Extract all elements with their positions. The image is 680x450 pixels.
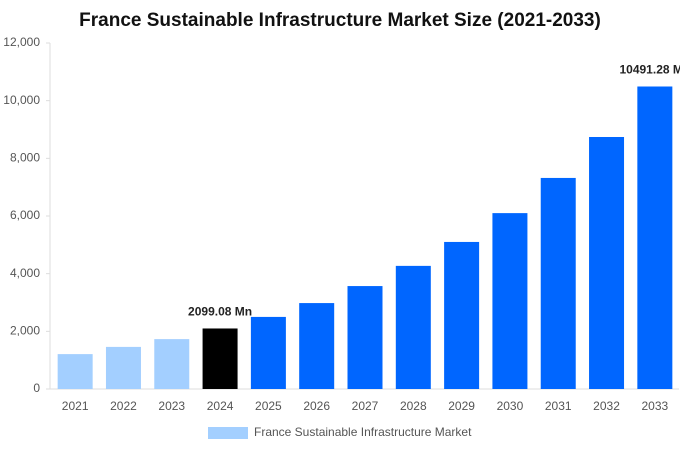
x-tick-label: 2031 (545, 399, 572, 413)
legend-label: France Sustainable Infrastructure Market (254, 425, 472, 439)
x-tick-label: 2023 (158, 399, 185, 413)
bar (105, 346, 141, 389)
x-tick-label: 2028 (400, 399, 427, 413)
bar (637, 86, 673, 389)
x-tick-label: 2025 (255, 399, 282, 413)
y-tick-label: 6,000 (10, 208, 40, 222)
chart-title: France Sustainable Infrastructure Market… (79, 10, 601, 31)
y-tick-label: 8,000 (10, 151, 40, 165)
x-tick-label: 2021 (62, 399, 89, 413)
bar (395, 265, 431, 389)
bar (299, 303, 335, 389)
x-tick-label: 2026 (303, 399, 330, 413)
bar (57, 354, 93, 389)
y-tick-label: 0 (33, 381, 40, 395)
x-tick-label: 2029 (448, 399, 475, 413)
x-tick-label: 2024 (207, 399, 234, 413)
bar (347, 286, 383, 389)
y-tick-label: 12,000 (3, 35, 40, 49)
y-tick-label: 10,000 (3, 93, 40, 107)
value-label: 10491.28 Mn (619, 63, 680, 77)
x-tick-label: 2027 (352, 399, 379, 413)
bar (154, 339, 190, 389)
x-tick-label: 2032 (593, 399, 620, 413)
x-tick-label: 2030 (497, 399, 524, 413)
bar (444, 241, 480, 389)
bar (250, 316, 286, 389)
y-tick-label: 4,000 (10, 266, 40, 280)
bar (589, 136, 625, 389)
x-tick-label: 2033 (641, 399, 668, 413)
x-tick-label: 2022 (110, 399, 137, 413)
bar (492, 213, 528, 389)
bar (202, 328, 238, 389)
legend-swatch (208, 427, 248, 439)
value-label: 2099.08 Mn (188, 305, 252, 319)
y-tick-label: 2,000 (10, 324, 40, 338)
bar (540, 177, 576, 389)
